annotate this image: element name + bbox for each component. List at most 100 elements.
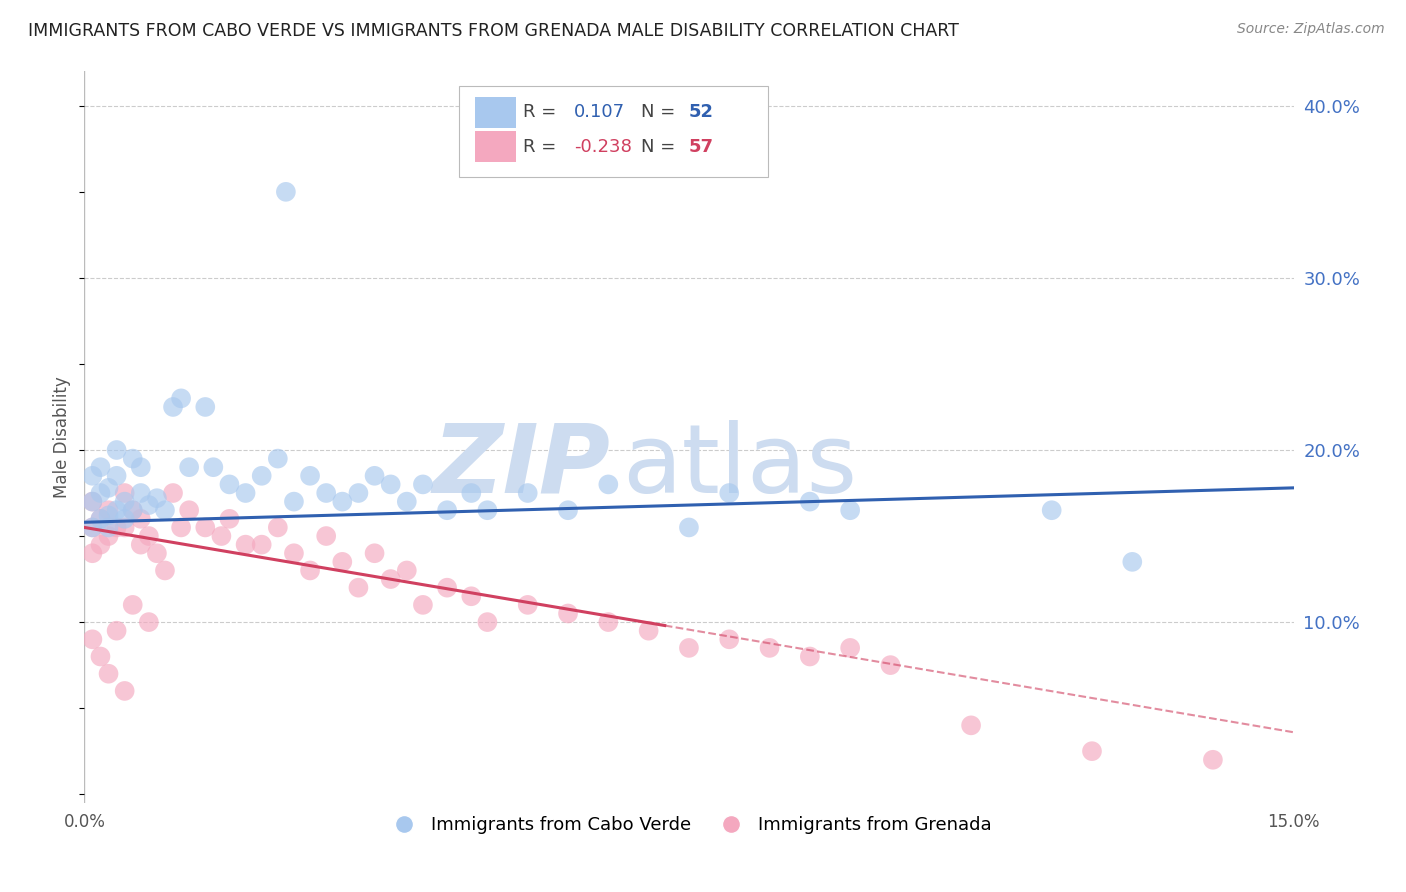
Point xyxy=(460,486,482,500)
Point xyxy=(718,486,741,500)
Point xyxy=(121,598,143,612)
Point xyxy=(598,477,620,491)
Point xyxy=(114,486,136,500)
Point xyxy=(299,468,322,483)
Point xyxy=(839,640,862,655)
Text: ZIP: ZIP xyxy=(433,420,610,513)
Point xyxy=(1040,503,1063,517)
Point xyxy=(202,460,225,475)
Y-axis label: Male Disability: Male Disability xyxy=(53,376,72,498)
Point xyxy=(283,494,305,508)
Point xyxy=(114,520,136,534)
Point xyxy=(209,529,232,543)
Point xyxy=(436,581,458,595)
Point xyxy=(138,615,160,629)
Text: R =: R = xyxy=(523,137,557,156)
Point xyxy=(121,451,143,466)
Point xyxy=(179,503,201,517)
Point xyxy=(105,503,128,517)
Point xyxy=(557,607,579,621)
Point xyxy=(146,546,169,560)
Point xyxy=(114,512,136,526)
Text: 57: 57 xyxy=(689,137,714,156)
Point xyxy=(283,546,305,560)
Point xyxy=(477,615,499,629)
Point xyxy=(678,640,700,655)
Point xyxy=(380,477,402,491)
Point xyxy=(516,486,538,500)
Point xyxy=(89,460,111,475)
Text: N =: N = xyxy=(641,103,675,120)
FancyBboxPatch shape xyxy=(460,86,768,178)
Point xyxy=(1121,555,1143,569)
Point xyxy=(718,632,741,647)
Point xyxy=(598,615,620,629)
Point xyxy=(138,498,160,512)
Point xyxy=(412,598,434,612)
Point xyxy=(412,477,434,491)
Point xyxy=(267,520,290,534)
Point xyxy=(218,512,240,526)
Point xyxy=(146,491,169,505)
Point xyxy=(194,520,217,534)
Point xyxy=(194,400,217,414)
Point xyxy=(97,529,120,543)
Point xyxy=(82,494,104,508)
Point xyxy=(879,658,901,673)
Point xyxy=(678,520,700,534)
Point xyxy=(380,572,402,586)
Text: -0.238: -0.238 xyxy=(574,137,631,156)
Point xyxy=(89,512,111,526)
Point xyxy=(299,564,322,578)
Point xyxy=(129,460,152,475)
Point xyxy=(82,546,104,560)
Point xyxy=(758,640,780,655)
Point xyxy=(218,477,240,491)
Text: R =: R = xyxy=(523,103,557,120)
Point xyxy=(121,503,143,517)
Text: N =: N = xyxy=(641,137,675,156)
Point xyxy=(330,555,353,569)
Point xyxy=(97,666,120,681)
Point xyxy=(97,481,120,495)
Point xyxy=(89,512,111,526)
FancyBboxPatch shape xyxy=(475,131,516,162)
Point xyxy=(250,538,273,552)
Point xyxy=(799,649,821,664)
Point xyxy=(347,581,370,595)
Point xyxy=(82,520,104,534)
Point xyxy=(347,486,370,500)
Point xyxy=(363,468,385,483)
Point xyxy=(960,718,983,732)
Point xyxy=(114,494,136,508)
Point xyxy=(105,468,128,483)
Point xyxy=(162,486,184,500)
Point xyxy=(129,538,152,552)
Point xyxy=(162,400,184,414)
Point xyxy=(839,503,862,517)
Point xyxy=(330,494,353,508)
Point xyxy=(153,564,176,578)
Point xyxy=(274,185,297,199)
Point xyxy=(436,503,458,517)
Point xyxy=(97,503,120,517)
Text: 0.107: 0.107 xyxy=(574,103,626,120)
Point xyxy=(153,503,176,517)
Point xyxy=(315,529,337,543)
Legend: Immigrants from Cabo Verde, Immigrants from Grenada: Immigrants from Cabo Verde, Immigrants f… xyxy=(378,809,1000,841)
Point xyxy=(477,503,499,517)
Text: Source: ZipAtlas.com: Source: ZipAtlas.com xyxy=(1237,22,1385,37)
Point xyxy=(516,598,538,612)
Point xyxy=(315,486,337,500)
FancyBboxPatch shape xyxy=(475,97,516,128)
Point xyxy=(235,538,257,552)
Point xyxy=(395,564,418,578)
Point xyxy=(235,486,257,500)
Point xyxy=(170,392,193,406)
Point xyxy=(82,520,104,534)
Point xyxy=(557,503,579,517)
Point xyxy=(89,538,111,552)
Point xyxy=(105,520,128,534)
Point xyxy=(1202,753,1225,767)
Point xyxy=(1081,744,1104,758)
